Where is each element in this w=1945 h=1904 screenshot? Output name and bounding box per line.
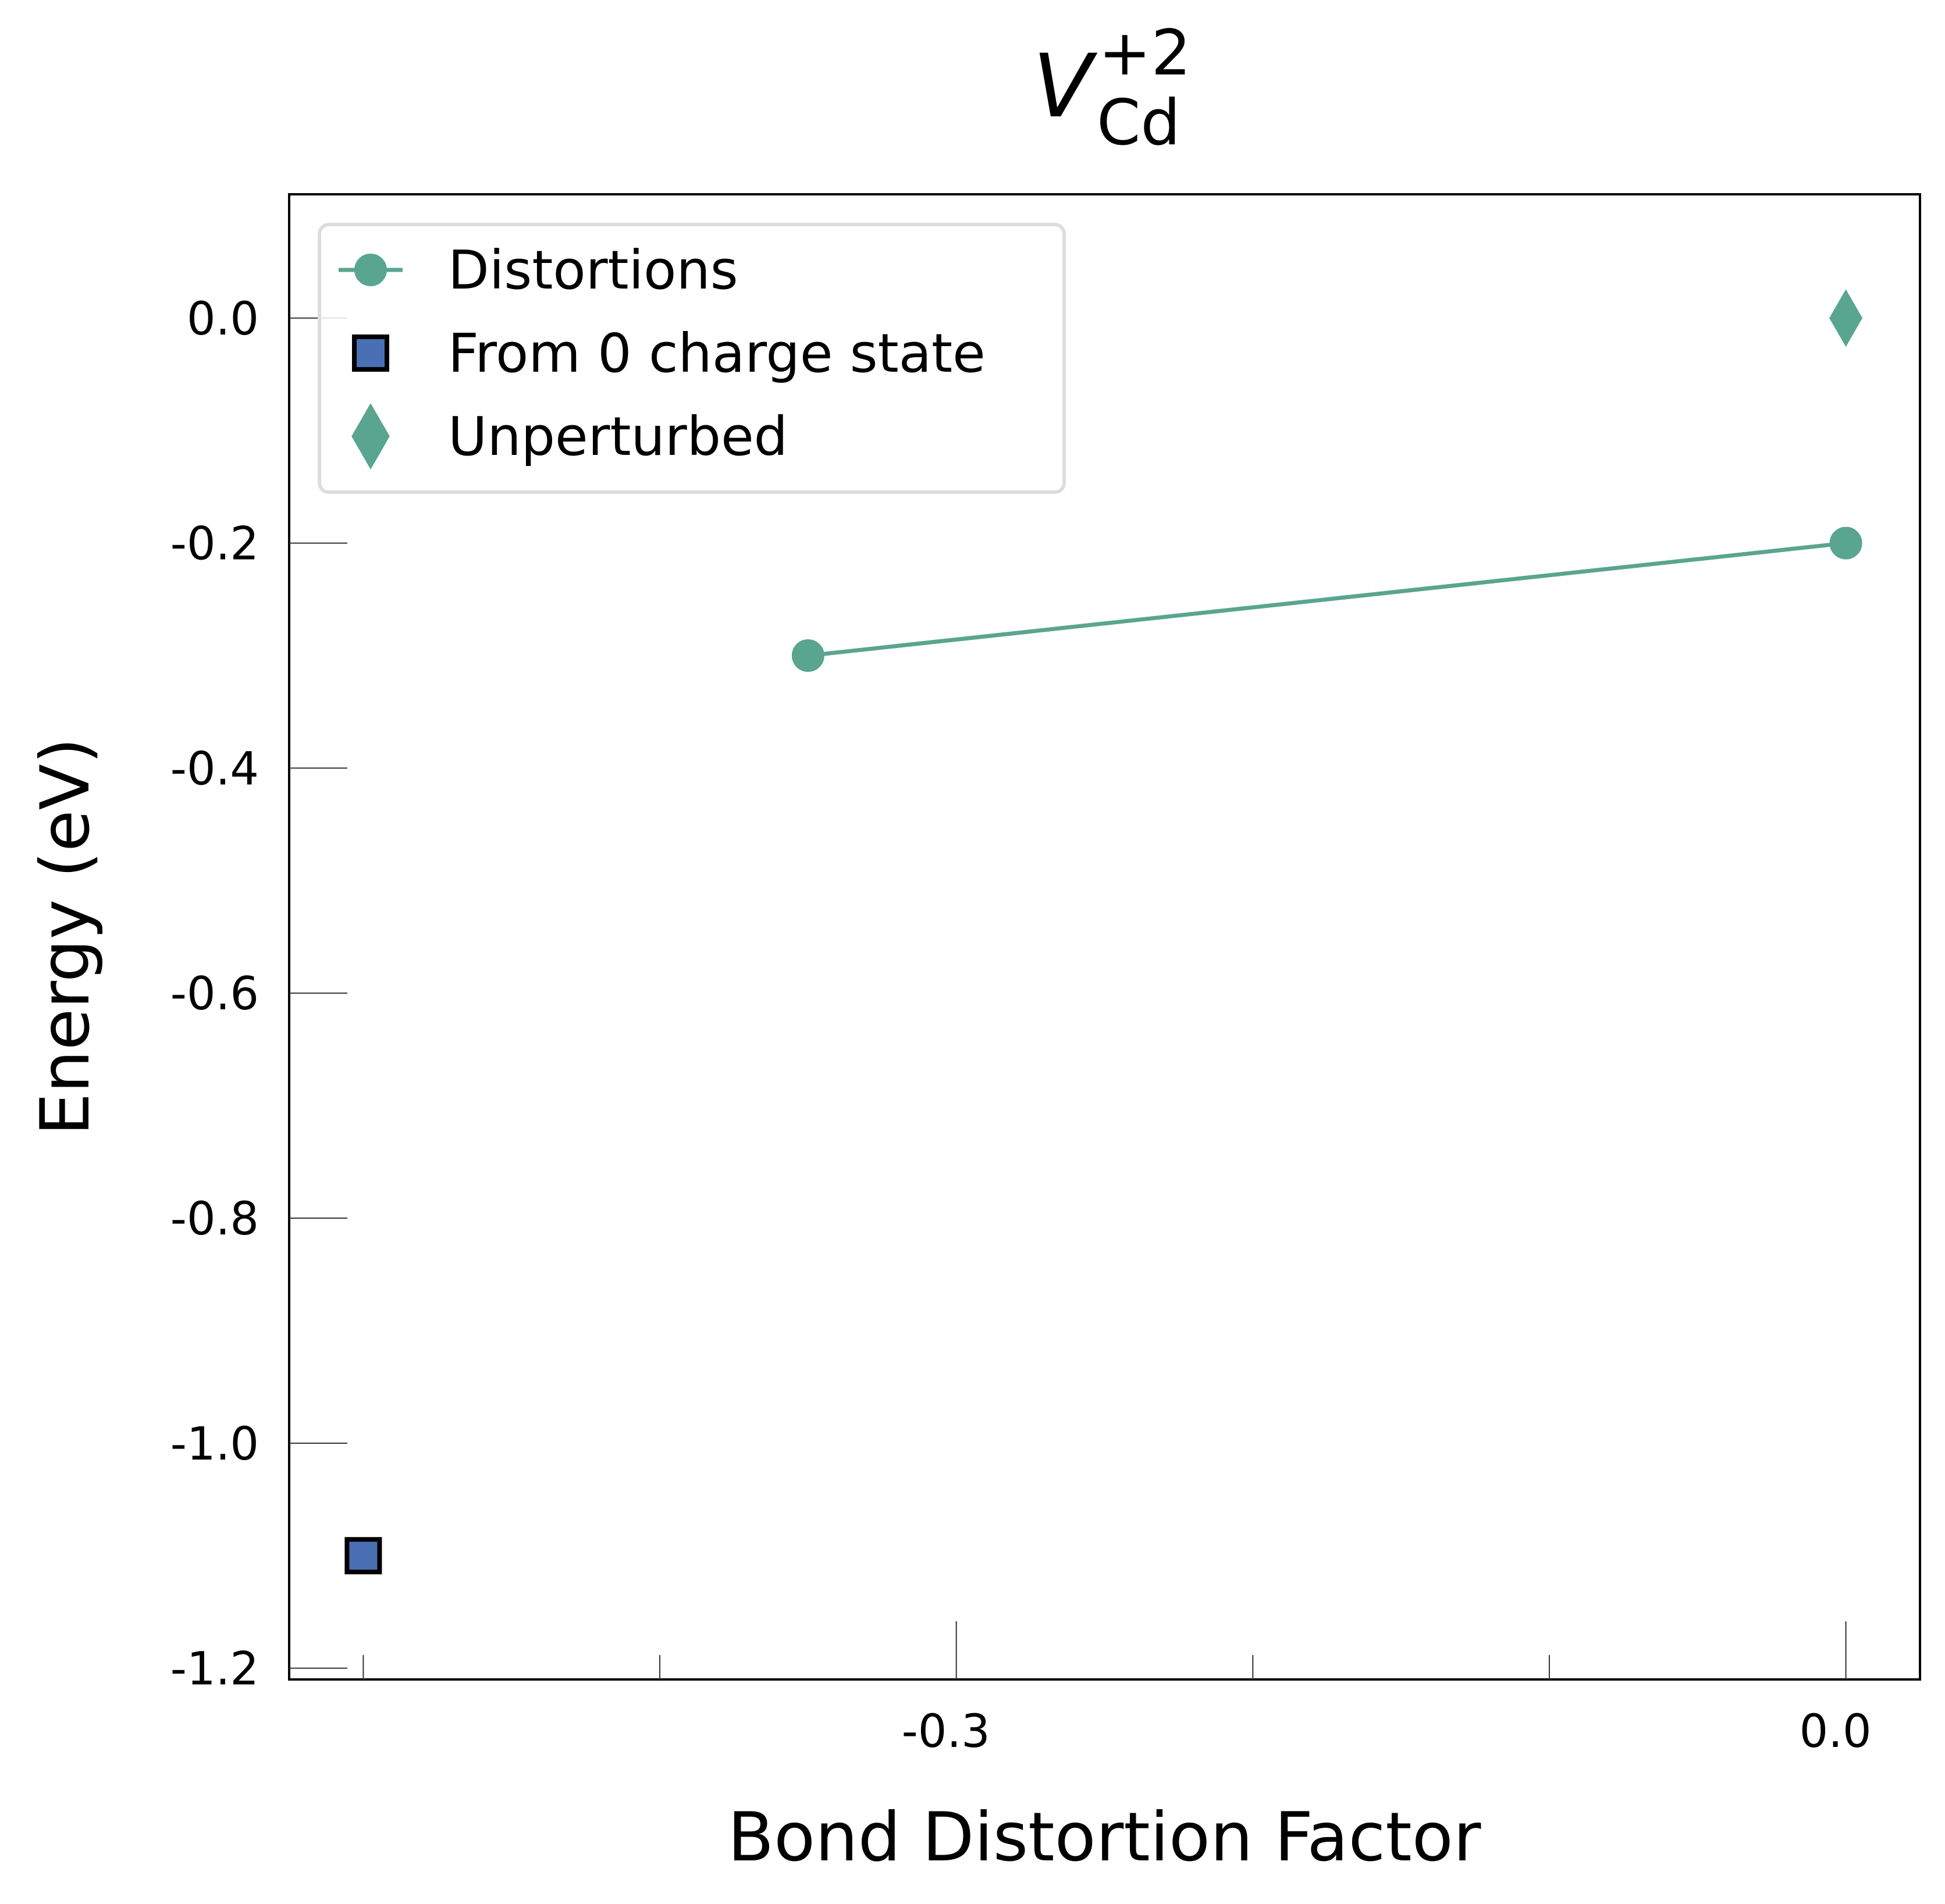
x-tick-label: -0.3 [902, 1706, 990, 1758]
y-tick-label: -1.0 [170, 1418, 259, 1471]
legend-label: Unperturbed [448, 405, 788, 468]
x-tick-label: 0.0 [1800, 1706, 1872, 1758]
y-axis-ticks: 0.0 -0.2 -0.4 -0.6 -0.8 -1.0 -1.2 [170, 293, 347, 1696]
data-series [344, 289, 1863, 1575]
legend-label: From 0 charge state [448, 322, 986, 385]
legend-entry: From 0 charge state [352, 322, 986, 385]
data-point [1829, 526, 1862, 560]
data-point [1829, 289, 1863, 347]
legend-entry: Unperturbed [351, 403, 788, 470]
chart-title: V +2 Cd [1033, 17, 1191, 159]
y-tick-label: -0.8 [170, 1193, 259, 1245]
title-subscript: Cd [1097, 87, 1180, 159]
y-tick-label: -1.2 [170, 1643, 259, 1696]
legend-label: Distortions [448, 239, 738, 301]
legend-box [318, 223, 1066, 494]
plot-frame [288, 193, 1921, 1681]
x-axis-label: Bond Distortion Factor [728, 1798, 1481, 1877]
legend-marker [354, 254, 387, 286]
y-tick-label: -0.6 [170, 968, 259, 1020]
data-point [344, 1537, 382, 1575]
y-axis-label: Energy (eV) [26, 738, 105, 1136]
title-symbol: V [1033, 36, 1098, 137]
legend: Distortions From 0 charge state Unperturbe… [318, 223, 1066, 494]
series-from-0-charge-state [344, 1537, 382, 1575]
data-point [791, 639, 824, 672]
series-line [808, 541, 1846, 658]
y-tick-label: 0.0 [187, 293, 259, 346]
x-axis-ticks: -0.3 0.0 [362, 1621, 1872, 1758]
y-tick-label: -0.2 [170, 518, 259, 571]
legend-marker [351, 403, 390, 470]
series-unperturbed [1829, 289, 1863, 347]
legend-entry: Distortions [339, 239, 738, 301]
title-superscript: +2 [1098, 17, 1191, 90]
y-tick-label: -0.4 [170, 743, 259, 795]
series-distortions [791, 526, 1862, 672]
legend-marker [352, 334, 389, 372]
